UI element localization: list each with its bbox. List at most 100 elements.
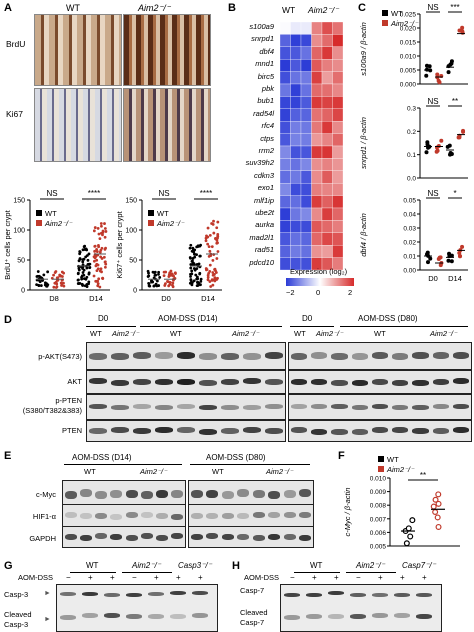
heatmap-cell	[290, 121, 302, 134]
colorbar-title: Expression (log₂)	[290, 267, 348, 276]
blot-band	[371, 403, 389, 409]
blot-band	[126, 613, 142, 619]
blot-band	[432, 404, 449, 410]
blot-band	[60, 614, 76, 620]
heatmap-cell	[332, 71, 344, 85]
g-label-casp3: Casp3⁻/⁻	[178, 561, 212, 570]
micrograph-brdu-wt	[34, 14, 122, 86]
heatmap-cell	[321, 207, 333, 221]
heatmap-cell	[311, 183, 323, 196]
data-point	[96, 284, 100, 288]
blot-band	[432, 351, 449, 359]
blot-band	[171, 533, 184, 540]
heatmap-cell	[300, 183, 312, 196]
data-point	[52, 273, 55, 277]
blot-band	[199, 353, 217, 360]
data-point	[83, 248, 87, 251]
blot-band	[60, 591, 76, 596]
heatmap-cell	[300, 108, 312, 122]
data-point	[85, 283, 89, 286]
heatmap-cell	[300, 207, 312, 221]
data-point	[424, 63, 429, 68]
data-point	[53, 271, 57, 274]
data-point	[98, 237, 102, 241]
legend-label-wt: WT	[391, 9, 403, 18]
blot-band	[190, 533, 203, 540]
heatmap-gene-labels: s100a9 snrpd1 dbf4 mnd1 birc5 pbk bub1 rad54l rf…	[228, 18, 278, 298]
heatmap-cell	[279, 46, 291, 60]
d-row-ppten-sites: (S380/T382&383)	[22, 406, 82, 415]
data-point	[152, 276, 156, 280]
d-row-ppten: p-PTEN	[55, 396, 82, 405]
row-label-brdu: BrdU	[6, 39, 26, 49]
y-tick-label: 0.006	[370, 530, 387, 537]
data-point	[151, 280, 155, 284]
data-point	[210, 245, 214, 249]
heatmap-cell	[311, 145, 323, 159]
data-point	[80, 277, 84, 281]
heatmap-cell	[332, 257, 344, 271]
heatmap-cell	[279, 257, 291, 271]
g-arrow-2: ►	[44, 616, 51, 623]
blot-band	[265, 379, 283, 386]
data-point	[407, 533, 414, 540]
data-point	[424, 150, 429, 155]
data-point	[191, 281, 194, 284]
blot-band	[221, 534, 234, 541]
data-point	[195, 263, 199, 266]
panel-label-b: B	[228, 2, 236, 14]
data-point	[195, 253, 198, 257]
y-tick-label: 0.020	[400, 26, 417, 33]
y-tick-label: 0.005	[400, 68, 417, 75]
data-point	[405, 525, 412, 532]
heatmap-col-wt: WT	[282, 5, 296, 15]
data-point	[98, 269, 102, 273]
data-point	[94, 279, 98, 283]
heatmap-cell	[290, 83, 302, 97]
data-point	[193, 252, 196, 256]
panel-label-e: E	[4, 450, 12, 462]
data-point	[153, 270, 157, 274]
heatmap-cell	[311, 232, 323, 246]
blot-band	[306, 592, 322, 597]
heatmap-cell	[321, 71, 333, 85]
data-point	[198, 271, 202, 275]
data-point	[52, 285, 56, 289]
heatmap-cell	[321, 170, 333, 184]
d-group-d14: AOM-DSS (D14)	[158, 314, 218, 323]
blot-band	[170, 614, 186, 620]
heatmap-cell	[332, 195, 344, 209]
heatmap-cell	[290, 245, 302, 258]
blot-band	[331, 428, 348, 435]
heatmap-cell	[279, 232, 291, 246]
heatmap-cell	[279, 83, 291, 97]
heatmap-cell	[332, 21, 344, 35]
blot-band	[432, 378, 449, 385]
blot-band	[64, 533, 77, 540]
data-point	[213, 276, 217, 280]
y-tick-label: 0.005	[370, 544, 387, 551]
gene-label: dbf4	[259, 46, 274, 56]
blot-band	[392, 379, 409, 386]
data-point	[210, 222, 214, 225]
panel-label-f: F	[338, 450, 345, 462]
heatmap-cell	[290, 133, 302, 147]
data-point	[208, 233, 212, 237]
colorbar	[286, 278, 354, 286]
data-point	[449, 59, 454, 64]
heatmap-cell	[300, 145, 312, 159]
data-point	[98, 250, 102, 254]
blot-band	[221, 378, 239, 385]
legend-label-aim2: Aim2⁻/⁻	[386, 465, 415, 474]
data-point	[425, 260, 430, 265]
blot-band	[221, 513, 234, 520]
data-point	[103, 265, 107, 269]
blot-band	[111, 405, 129, 411]
data-point	[80, 274, 84, 278]
significance-label: *	[453, 189, 456, 198]
blot-band	[111, 353, 129, 361]
data-point	[92, 259, 96, 263]
blot-band	[252, 489, 265, 498]
heatmap-cell	[321, 46, 333, 60]
y-tick-label: 0.000	[400, 82, 417, 89]
